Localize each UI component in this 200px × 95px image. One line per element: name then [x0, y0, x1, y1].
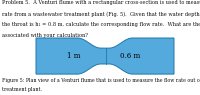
Text: the throat is h₁ = 0.8 m, calculate the corresponding flow rate.  What are the a: the throat is h₁ = 0.8 m, calculate the …	[2, 22, 200, 27]
Text: 1 m: 1 m	[67, 52, 80, 60]
Text: Problem 5.  A Venturi flume with a rectangular cross-section is used to measure : Problem 5. A Venturi flume with a rectan…	[2, 0, 200, 6]
Text: associated with your calculation?: associated with your calculation?	[2, 33, 88, 38]
Text: treatment plant.: treatment plant.	[2, 87, 42, 92]
Text: 0.6 m: 0.6 m	[120, 52, 140, 60]
Polygon shape	[36, 38, 174, 74]
Text: rate from a wastewater treatment plant (Fig. 5).  Given that the water depth ups: rate from a wastewater treatment plant (…	[2, 11, 200, 17]
Text: Figure 5: Plan view of a Venturi flume that is used to measure the flow rate out: Figure 5: Plan view of a Venturi flume t…	[2, 78, 200, 83]
